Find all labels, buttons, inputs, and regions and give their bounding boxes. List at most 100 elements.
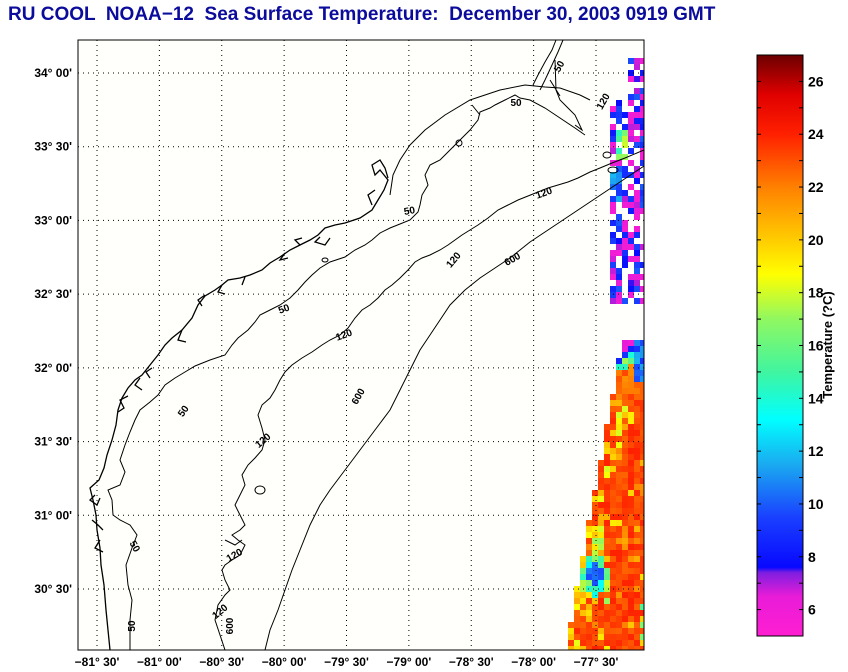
sst-pixel	[628, 460, 634, 466]
sst-pixel	[622, 634, 628, 640]
sst-pixel	[628, 70, 634, 76]
sst-pixel	[616, 592, 622, 598]
sst-pixel	[604, 634, 610, 640]
sst-pixel	[574, 640, 580, 646]
sst-pixel	[610, 124, 616, 130]
sst-pixel	[568, 634, 574, 640]
sst-pixel	[574, 646, 580, 650]
sst-pixel	[610, 634, 616, 640]
sst-pixel	[622, 346, 628, 352]
sst-pixel	[622, 196, 628, 202]
sst-pixel	[628, 286, 634, 292]
sst-pixel	[610, 508, 616, 514]
sst-pixel	[604, 598, 610, 604]
sst-pixel	[622, 460, 628, 466]
sst-pixel	[622, 514, 628, 520]
sst-pixel	[610, 448, 616, 454]
sst-pixel	[610, 442, 616, 448]
colorbar-tick-label: 24	[808, 126, 824, 142]
lat-tick-label: 31° 30'	[34, 435, 72, 449]
sst-pixel	[634, 166, 640, 172]
sst-pixel	[604, 502, 610, 508]
lat-tick-label: 33° 30'	[34, 140, 72, 154]
sst-pixel	[634, 202, 640, 208]
sst-pixel	[622, 604, 628, 610]
sst-pixel	[634, 598, 640, 604]
sst-pixel	[616, 508, 622, 514]
colorbar-tick-label: 14	[808, 390, 824, 406]
sst-pixel	[592, 616, 598, 622]
lon-tick-label: −79° 00'	[387, 655, 432, 669]
sst-pixel	[616, 622, 622, 628]
sst-pixel	[598, 550, 604, 556]
sst-pixel	[592, 628, 598, 634]
sst-pixel	[592, 520, 598, 526]
sst-pixel	[628, 604, 634, 610]
sst-pixel	[586, 562, 592, 568]
sst-pixel	[610, 580, 616, 586]
sst-pixel	[604, 544, 610, 550]
sst-pixel	[640, 172, 644, 178]
sst-pixel	[604, 484, 610, 490]
sst-pixel	[628, 160, 634, 166]
sst-pixel	[622, 154, 628, 160]
sst-pixel	[628, 184, 634, 190]
sst-pixel	[628, 616, 634, 622]
sst-pixel	[628, 424, 634, 430]
sst-pixel	[628, 112, 634, 118]
sst-pixel	[634, 514, 640, 520]
sst-pixel	[628, 274, 634, 280]
sst-pixel	[616, 460, 622, 466]
colorbar-tick-label: 22	[808, 179, 824, 195]
sst-pixel	[622, 508, 628, 514]
sst-pixel	[610, 406, 616, 412]
sst-pixel	[616, 160, 622, 166]
sst-pixel	[592, 502, 598, 508]
sst-pixel	[610, 556, 616, 562]
sst-pixel	[604, 454, 610, 460]
sst-pixel	[616, 364, 622, 370]
sst-pixel	[622, 190, 628, 196]
lat-tick-label: 30° 30'	[34, 582, 72, 596]
sst-pixel	[634, 502, 640, 508]
sst-pixel	[610, 460, 616, 466]
sst-pixel	[598, 544, 604, 550]
sst-pixel	[616, 436, 622, 442]
sst-pixel	[634, 340, 640, 346]
sst-pixel	[640, 394, 644, 400]
sst-pixel	[640, 244, 644, 250]
sst-pixel	[628, 340, 634, 346]
sst-pixel	[628, 400, 634, 406]
sst-pixel	[580, 646, 586, 650]
sst-pixel	[622, 244, 628, 250]
sst-pixel	[628, 448, 634, 454]
sst-pixel	[622, 376, 628, 382]
sst-pixel	[640, 202, 644, 208]
sst-pixel	[622, 232, 628, 238]
sst-pixel	[604, 568, 610, 574]
sst-pixel	[640, 274, 644, 280]
sst-pixel	[634, 406, 640, 412]
sst-pixel	[592, 514, 598, 520]
sst-pixel	[628, 646, 634, 650]
sst-pixel	[616, 196, 622, 202]
sst-pixel	[616, 616, 622, 622]
sst-pixel	[640, 520, 644, 526]
sst-pixel	[622, 586, 628, 592]
sst-pixel	[592, 496, 598, 502]
sst-pixel	[634, 400, 640, 406]
sst-pixel	[634, 448, 640, 454]
sst-pixel	[634, 346, 640, 352]
sst-pixel	[622, 526, 628, 532]
sst-pixel	[628, 454, 634, 460]
sst-pixel	[610, 298, 616, 304]
sst-pixel	[580, 628, 586, 634]
sst-pixel	[586, 598, 592, 604]
sst-pixel	[640, 640, 644, 646]
sst-pixel	[592, 634, 598, 640]
sst-pixel	[628, 628, 634, 634]
sst-pixel	[580, 616, 586, 622]
sst-pixel	[628, 124, 634, 130]
sst-pixel	[586, 646, 592, 650]
sst-pixel	[640, 508, 644, 514]
